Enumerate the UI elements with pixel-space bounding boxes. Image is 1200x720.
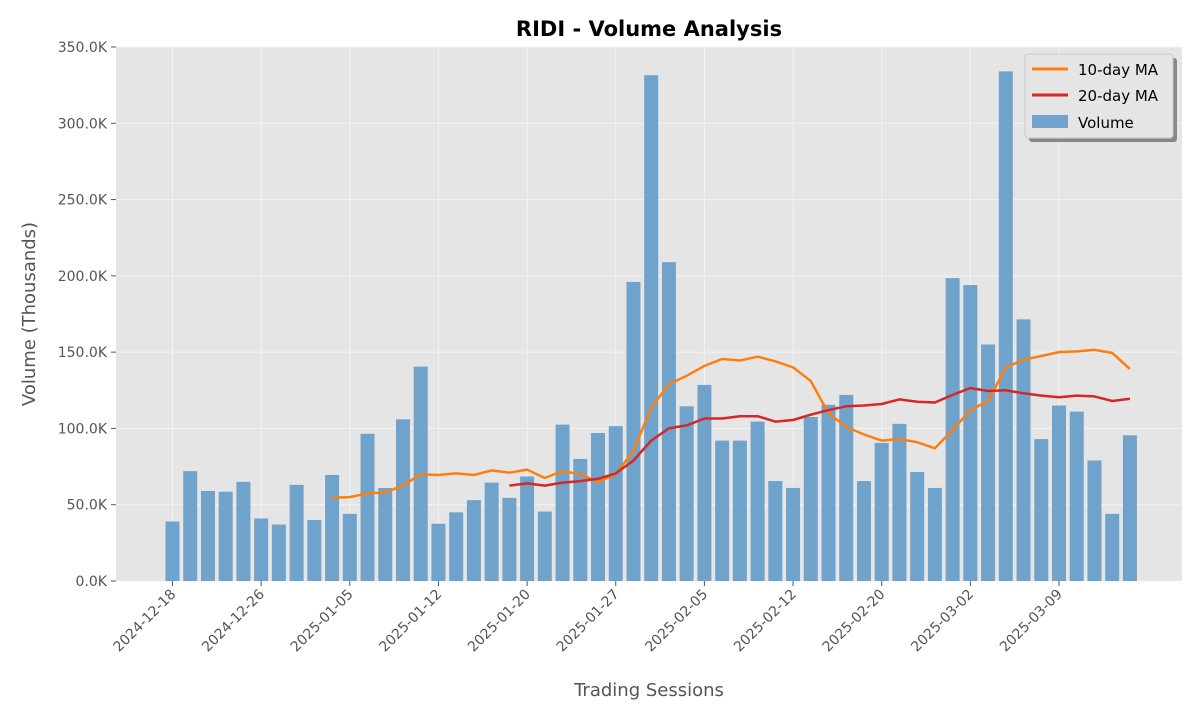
volume-bar xyxy=(449,512,464,581)
volume-bar xyxy=(395,419,410,581)
x-tick-label: 2025-01-12 xyxy=(376,587,445,656)
x-tick-label: 2024-12-26 xyxy=(199,586,268,655)
volume-bar xyxy=(307,519,322,581)
volume-bar xyxy=(520,476,535,581)
volume-bar xyxy=(254,518,269,581)
volume-bar xyxy=(555,424,570,581)
volume-bar xyxy=(715,440,730,581)
volume-bar xyxy=(1087,460,1102,581)
y-tick-label: 150.0K xyxy=(58,345,108,361)
legend-label-ma20: 20-day MA xyxy=(1078,87,1159,105)
volume-bar xyxy=(537,511,552,581)
volume-bar xyxy=(821,404,836,581)
x-axis: 2024-12-18 2024-12-26 2025-01-05 2025-01-12… xyxy=(110,581,1066,656)
volume-bar xyxy=(271,524,286,581)
volume-bar xyxy=(910,471,925,581)
legend-label-ma10: 10-day MA xyxy=(1078,61,1159,79)
x-tick-label: 2025-03-02 xyxy=(908,587,977,656)
x-tick-label: 2025-03-09 xyxy=(997,587,1066,656)
volume-bar xyxy=(697,384,712,581)
volume-bars xyxy=(165,71,1137,582)
volume-bar xyxy=(1034,439,1049,581)
volume-bar xyxy=(963,285,978,581)
volume-bar xyxy=(342,513,357,581)
ma10-line xyxy=(332,348,1131,500)
volume-bar xyxy=(1122,435,1137,581)
volume-bar xyxy=(626,281,641,581)
volume-bar xyxy=(502,497,517,581)
volume-bar xyxy=(236,481,251,581)
y-tick-label: 0.0K xyxy=(76,574,108,590)
volume-bar xyxy=(874,442,889,581)
volume-bar xyxy=(998,71,1013,581)
volume-bar xyxy=(1016,319,1031,581)
volume-bar xyxy=(218,491,233,581)
x-tick-label: 2025-02-12 xyxy=(731,587,800,656)
legend: 10-day MA 20-day MA Volume xyxy=(1024,53,1177,142)
volume-bar xyxy=(839,394,854,581)
chart-title: RIDI - Volume Analysis xyxy=(516,17,782,41)
volume-bar xyxy=(856,481,871,581)
volume-bar xyxy=(378,487,393,581)
volume-bar xyxy=(768,481,783,581)
x-tick-label: 2025-01-05 xyxy=(288,587,357,656)
moving-average-lines xyxy=(332,348,1131,500)
volume-bar xyxy=(325,474,340,581)
ma20-line xyxy=(509,386,1131,487)
x-tick-label: 2025-01-27 xyxy=(554,587,623,656)
volume-bar xyxy=(1105,513,1120,581)
volume-bar xyxy=(786,487,801,581)
y-tick-label: 50.0K xyxy=(67,498,108,514)
volume-bar xyxy=(803,416,818,581)
volume-bar xyxy=(573,458,588,581)
y-tick-label: 300.0K xyxy=(58,116,108,132)
volume-bar xyxy=(183,471,198,581)
volume-bar xyxy=(661,262,676,581)
y-tick-label: 350.0K xyxy=(58,40,108,56)
volume-bar xyxy=(732,440,747,581)
x-axis-label: Trading Sessions xyxy=(573,680,724,701)
y-tick-label: 100.0K xyxy=(58,421,108,437)
y-axis: 0.0K 50.0K 100.0K 150.0K 200.0K 250.0K 300.0K 3… xyxy=(58,40,116,590)
x-tick-label: 2025-01-20 xyxy=(465,587,534,656)
volume-bar xyxy=(927,487,942,581)
x-tick-label: 2024-12-18 xyxy=(110,587,179,656)
volume-bar xyxy=(591,433,606,581)
volume-bar xyxy=(1069,411,1084,581)
volume-bar xyxy=(1052,405,1066,581)
volume-bar xyxy=(608,426,623,581)
volume-bar xyxy=(484,482,499,581)
x-tick-label: 2025-02-05 xyxy=(642,587,711,656)
volume-bar xyxy=(644,75,659,582)
volume-bar xyxy=(165,521,180,581)
y-axis-label: Volume (Thousands) xyxy=(19,222,40,406)
legend-label-volume: Volume xyxy=(1078,114,1134,132)
x-tick-label: 2025-02-20 xyxy=(820,587,889,656)
volume-bar xyxy=(360,433,375,581)
volume-bar xyxy=(431,523,446,581)
volume-bar xyxy=(892,423,907,581)
volume-bar xyxy=(679,406,694,581)
volume-bar xyxy=(981,344,996,581)
volume-bar xyxy=(466,500,481,581)
y-tick-label: 200.0K xyxy=(58,269,108,285)
volume-bar xyxy=(289,484,304,581)
y-tick-label: 250.0K xyxy=(58,193,108,209)
volume-bar xyxy=(750,421,765,581)
volume-bar xyxy=(200,490,215,581)
legend-swatch-volume xyxy=(1032,115,1068,128)
